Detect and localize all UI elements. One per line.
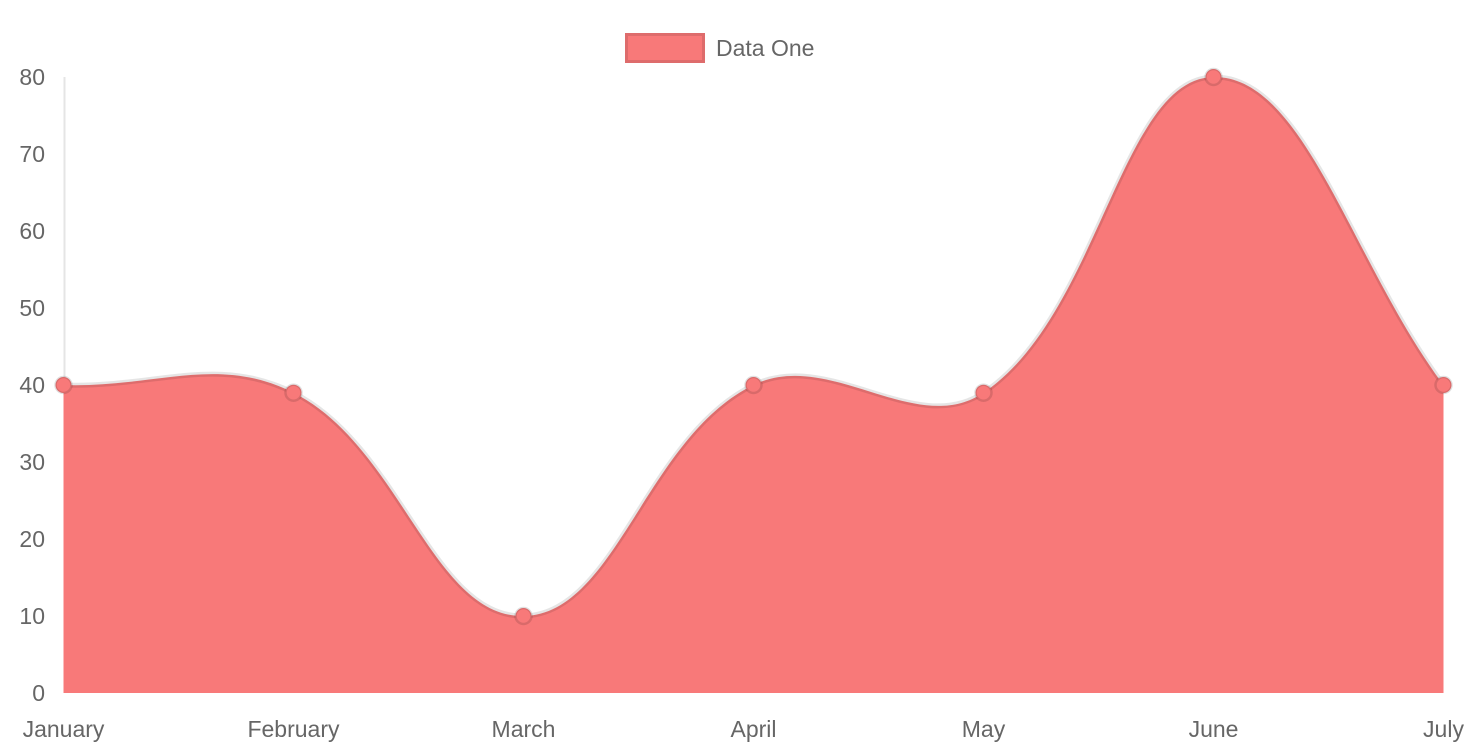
- y-axis-tick-label: 40: [19, 372, 45, 398]
- data-point[interactable]: [54, 375, 73, 395]
- data-point[interactable]: [1204, 67, 1223, 87]
- y-axis-tick-label: 80: [19, 64, 45, 90]
- x-axis-tick-label: April: [730, 716, 776, 742]
- y-axis-tick-label: 20: [19, 526, 45, 552]
- x-axis-tick-label: June: [1189, 716, 1239, 742]
- x-axis-tick-label: July: [1423, 716, 1464, 742]
- x-axis-tick-label: May: [962, 716, 1006, 742]
- data-point[interactable]: [744, 375, 763, 395]
- y-axis-tick-label: 10: [19, 603, 45, 629]
- x-axis-tick-label: March: [492, 716, 556, 742]
- data-point[interactable]: [514, 606, 533, 626]
- data-point[interactable]: [1434, 375, 1453, 395]
- y-axis-tick-label: 0: [32, 680, 45, 706]
- y-axis-tick-label: 50: [19, 295, 45, 321]
- legend-label: Data One: [716, 35, 815, 61]
- y-axis-tick-label: 30: [19, 449, 45, 475]
- x-axis-tick-label: February: [247, 716, 340, 742]
- y-axis-tick-label: 70: [19, 141, 45, 167]
- data-point[interactable]: [284, 383, 303, 402]
- x-axis-tick-label: January: [23, 716, 105, 742]
- legend-item-data-one[interactable]: Data One: [625, 33, 814, 63]
- legend-swatch: [625, 33, 705, 63]
- data-point[interactable]: [974, 383, 993, 402]
- y-axis-tick-label: 60: [19, 218, 45, 244]
- series-area: [63, 76, 1444, 693]
